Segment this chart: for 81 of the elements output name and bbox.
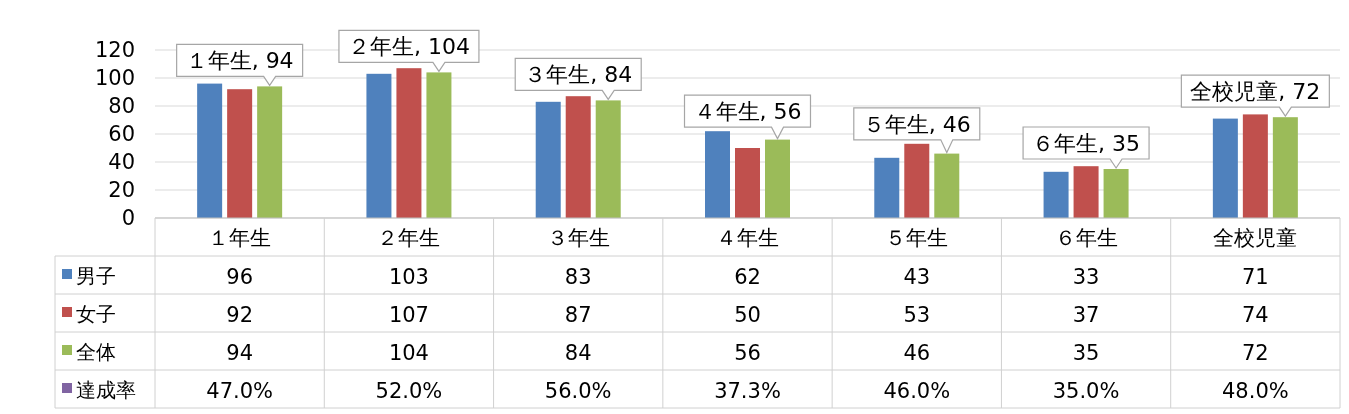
data-label: 92 [226, 303, 254, 327]
data-label: 72 [1241, 341, 1269, 365]
x-tick-label: ４年生 [716, 226, 779, 250]
data-label: 83 [564, 265, 592, 289]
text: 35.0% [1052, 379, 1120, 403]
data-label: 104 [388, 341, 429, 365]
bar [1212, 118, 1238, 218]
callout: １年生, 94 [176, 43, 304, 87]
text: 52.0% [375, 379, 443, 403]
y-tick-label: 60 [108, 122, 135, 146]
bar [257, 86, 283, 218]
x-tick-label: ５年生 [885, 226, 949, 250]
bar [396, 68, 422, 218]
y-tick-label: 80 [108, 94, 135, 118]
data-label: 56 [734, 341, 761, 365]
data-label: 53 [903, 303, 931, 327]
data-label: 46 [903, 341, 931, 365]
data-label: 103 [388, 265, 429, 289]
bar [934, 153, 960, 218]
text: 48.0% [1222, 379, 1289, 403]
annotation: ２年生, 104 [347, 34, 470, 60]
bar [366, 73, 392, 218]
callout: 全校児童, 72 [1180, 74, 1330, 118]
annotation: ６年生, 35 [1032, 131, 1141, 156]
annotation: １年生, 94 [185, 48, 294, 74]
bar [1043, 171, 1069, 218]
bar [1242, 114, 1268, 218]
y-tick-label: 20 [108, 178, 135, 202]
text: 37.3% [714, 379, 781, 403]
data-label: 96 [226, 265, 254, 289]
callout: ４年生, 56 [683, 94, 812, 140]
data-label: 33 [1072, 265, 1100, 289]
bar [595, 100, 621, 218]
bar [1103, 169, 1129, 218]
annotation: ５年生, 46 [862, 111, 971, 137]
data-label: 37 [1072, 303, 1100, 327]
annotation: 全校児童, 72 [1190, 79, 1321, 105]
data-label: 94 [226, 341, 254, 365]
bar [565, 96, 591, 218]
bar [197, 83, 223, 218]
data-label: 62 [734, 265, 761, 289]
data-label: 107 [388, 303, 429, 327]
data-label: 87 [564, 303, 592, 327]
y-tick-label: 0 [121, 206, 135, 230]
data-label: 74 [1241, 303, 1269, 327]
data-label: 84 [564, 341, 592, 365]
y-tick-label: 40 [108, 150, 135, 174]
text: 56.0% [544, 379, 612, 403]
legend-label: 男子 [76, 264, 116, 288]
bar [874, 157, 900, 218]
legend-label: 達成率 [76, 378, 136, 402]
bar [426, 72, 452, 218]
bar [1272, 117, 1298, 218]
data-label: 71 [1241, 265, 1269, 289]
callout: ３年生, 84 [514, 57, 642, 101]
annotation: ４年生, 56 [693, 99, 802, 125]
x-tick-label: ３年生 [546, 226, 610, 250]
bar [904, 143, 930, 218]
legend-label: 女子 [76, 302, 116, 326]
bar [765, 139, 790, 218]
callout: ５年生, 46 [853, 107, 981, 154]
y-tick-label: 100 [94, 66, 135, 90]
x-tick-label: ６年生 [1054, 226, 1118, 250]
bar [535, 101, 561, 218]
text: 47.0% [206, 379, 273, 403]
callout: ６年生, 35 [1022, 126, 1150, 170]
x-tick-label: 全校児童 [1213, 226, 1298, 250]
bar [1073, 166, 1099, 218]
text: 46.0% [883, 379, 951, 403]
bar [735, 148, 760, 218]
x-tick-label: １年生 [208, 226, 272, 250]
legend-label: 全体 [76, 340, 116, 364]
data-label: 50 [734, 303, 761, 327]
data-label: 35 [1072, 341, 1100, 365]
data-label: 43 [903, 265, 931, 289]
y-tick-label: 120 [94, 38, 135, 62]
annotation: ３年生, 84 [524, 62, 633, 88]
bar [227, 89, 253, 218]
callout: ２年生, 104 [338, 29, 480, 73]
x-tick-label: ２年生 [377, 226, 441, 250]
bar [705, 131, 730, 218]
